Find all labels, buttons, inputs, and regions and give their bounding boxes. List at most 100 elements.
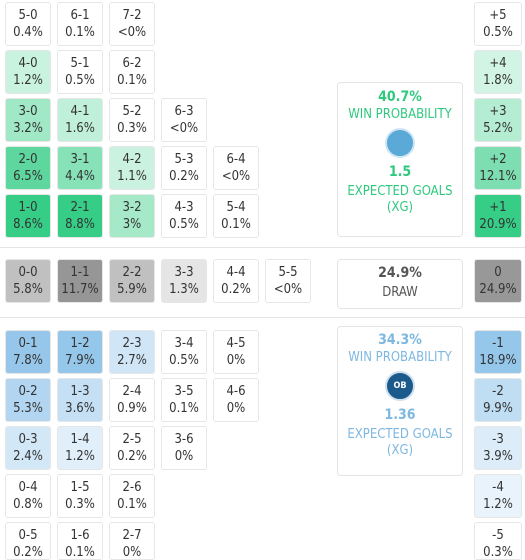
probability: 0.1% [65, 25, 95, 40]
probability: 0.4% [13, 25, 43, 40]
score: 5-1 [70, 56, 90, 71]
margin-cell: 0 24.9% [474, 259, 522, 303]
score: 2-0 [18, 152, 38, 167]
score-cell: 4-6 0% [213, 378, 259, 422]
probability: 3.2% [13, 121, 43, 136]
probability: 0% [226, 353, 246, 368]
probability: 0.1% [221, 217, 251, 232]
score: 6-3 [174, 104, 194, 119]
score-cell: 0-4 0.8% [5, 474, 51, 518]
probability: 11.7% [61, 282, 99, 297]
expected-goals-label: EXPECTED GOALS (XG) [347, 184, 453, 215]
margin-cell: +5 0.5% [474, 2, 522, 46]
win-probability: 34.3% [378, 332, 422, 348]
margin-cell: -1 18.9% [474, 330, 522, 374]
score-cell: 1-3 3.6% [57, 378, 103, 422]
probability: 24.9% [479, 282, 517, 297]
score: 1-5 [70, 480, 90, 495]
score-cell: 6-3 <0% [161, 98, 207, 142]
probability: 0.8% [13, 497, 43, 512]
probability: 0.9% [117, 401, 147, 416]
score-cell: 7-2 <0% [109, 2, 155, 46]
probability: 12.1% [479, 169, 517, 184]
score: 0-5 [18, 528, 38, 543]
score-cell: 6-2 0.1% [109, 50, 155, 94]
score: 4-3 [174, 200, 194, 215]
score: 0-1 [18, 336, 38, 351]
probability: 1.2% [13, 73, 43, 88]
goal-margin: -3 [492, 432, 504, 447]
score: 4-5 [226, 336, 246, 351]
goal-margin: +2 [489, 152, 507, 167]
probability: 8.6% [13, 217, 43, 232]
score: 5-2 [122, 104, 142, 119]
probability: 7.9% [65, 353, 95, 368]
score: 2-4 [122, 384, 142, 399]
score: 0-3 [18, 432, 38, 447]
score-cell: 4-4 0.2% [213, 259, 259, 303]
score: 3-1 [70, 152, 90, 167]
probability: 0.2% [13, 545, 43, 560]
score-cell: 4-2 1.1% [109, 146, 155, 190]
score-cell: 4-5 0% [213, 330, 259, 374]
probability: <0% [221, 169, 251, 184]
team-badge [385, 128, 415, 158]
margin-cell: -3 3.9% [474, 426, 522, 470]
probability: 2.7% [117, 353, 147, 368]
probability: 1.8% [483, 73, 513, 88]
score-cell: 4-0 1.2% [5, 50, 51, 94]
score-cell: 2-1 8.8% [57, 194, 103, 238]
team-badge: OB [385, 371, 415, 401]
goal-margin: 0 [494, 265, 502, 280]
goal-margin: -2 [492, 384, 504, 399]
away-panel: 34.3% WIN PROBABILITY OB 1.36 EXPECTED G… [337, 326, 463, 476]
expected-goals: 1.36 [384, 407, 416, 423]
score: 2-5 [122, 432, 142, 447]
score-cell: 5-3 0.2% [161, 146, 207, 190]
score: 4-0 [18, 56, 38, 71]
score: 5-0 [18, 8, 38, 23]
score: 1-0 [18, 200, 38, 215]
probability: 8.8% [65, 217, 95, 232]
margin-cell: -2 9.9% [474, 378, 522, 422]
score: 6-4 [226, 152, 246, 167]
score-cell: 6-1 0.1% [57, 2, 103, 46]
probability: 3.9% [483, 449, 513, 464]
score: 5-5 [278, 265, 298, 280]
score-cell: 2-3 2.7% [109, 330, 155, 374]
probability: 3% [122, 217, 142, 232]
probability: 0.5% [169, 217, 199, 232]
probability: 0.2% [117, 449, 147, 464]
score: 3-5 [174, 384, 194, 399]
score-cell: 5-4 0.1% [213, 194, 259, 238]
probability: 0% [122, 545, 142, 560]
probability: 0.1% [117, 73, 147, 88]
score-cell: 2-0 6.5% [5, 146, 51, 190]
goal-margin: -4 [492, 480, 504, 495]
probability: 0.1% [65, 545, 95, 560]
probability: 20.9% [479, 217, 517, 232]
margin-cell: +1 20.9% [474, 194, 522, 238]
score: 2-2 [122, 265, 142, 280]
score: 1-4 [70, 432, 90, 447]
draw-probability: 24.9% [378, 265, 422, 281]
score: 5-3 [174, 152, 194, 167]
score: 1-2 [70, 336, 90, 351]
probability: 0.5% [169, 353, 199, 368]
score-cell: 2-4 0.9% [109, 378, 155, 422]
score: 7-2 [122, 8, 142, 23]
score-cell: 2-7 0% [109, 522, 155, 560]
probability: <0% [273, 282, 303, 297]
goal-margin: +4 [489, 56, 507, 71]
score-cell: 1-1 11.7% [57, 259, 103, 303]
probability: 2.4% [13, 449, 43, 464]
score: 3-3 [174, 265, 194, 280]
goal-margin: -1 [492, 336, 504, 351]
score-cell: 3-2 3% [109, 194, 155, 238]
probability: 5.3% [13, 401, 43, 416]
score-cell: 0-2 5.3% [5, 378, 51, 422]
probability: 0.1% [169, 401, 199, 416]
goal-margin: -5 [492, 528, 504, 543]
probability: 0% [226, 401, 246, 416]
margin-cell: +2 12.1% [474, 146, 522, 190]
